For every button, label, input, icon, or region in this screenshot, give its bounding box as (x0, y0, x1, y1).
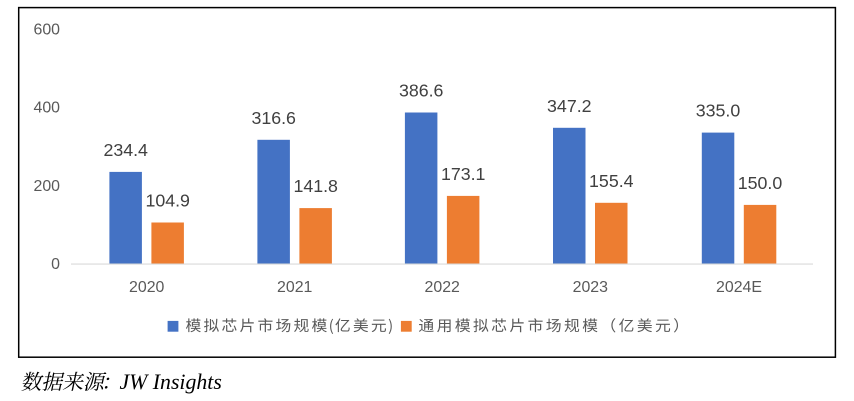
svg-text:141.8: 141.8 (293, 176, 338, 196)
svg-text:400: 400 (33, 100, 60, 117)
svg-text:200: 200 (33, 178, 60, 195)
svg-text:316.6: 316.6 (251, 108, 296, 128)
svg-text:150.0: 150.0 (738, 173, 783, 193)
svg-text:335.0: 335.0 (696, 101, 741, 121)
svg-text:386.6: 386.6 (399, 81, 444, 101)
svg-text:155.4: 155.4 (589, 171, 634, 191)
svg-text:600: 600 (33, 22, 60, 39)
svg-text:2020: 2020 (129, 279, 165, 296)
svg-text:347.2: 347.2 (547, 96, 592, 116)
svg-text:104.9: 104.9 (145, 191, 190, 211)
svg-text:JW Insights: JW Insights (120, 370, 222, 394)
svg-text:234.4: 234.4 (103, 140, 148, 160)
svg-text:0: 0 (51, 256, 60, 273)
svg-text:2023: 2023 (573, 279, 609, 296)
svg-text:2022: 2022 (425, 279, 461, 296)
svg-text:2024E: 2024E (716, 279, 762, 296)
svg-text:173.1: 173.1 (441, 164, 486, 184)
svg-text:2021: 2021 (277, 279, 313, 296)
